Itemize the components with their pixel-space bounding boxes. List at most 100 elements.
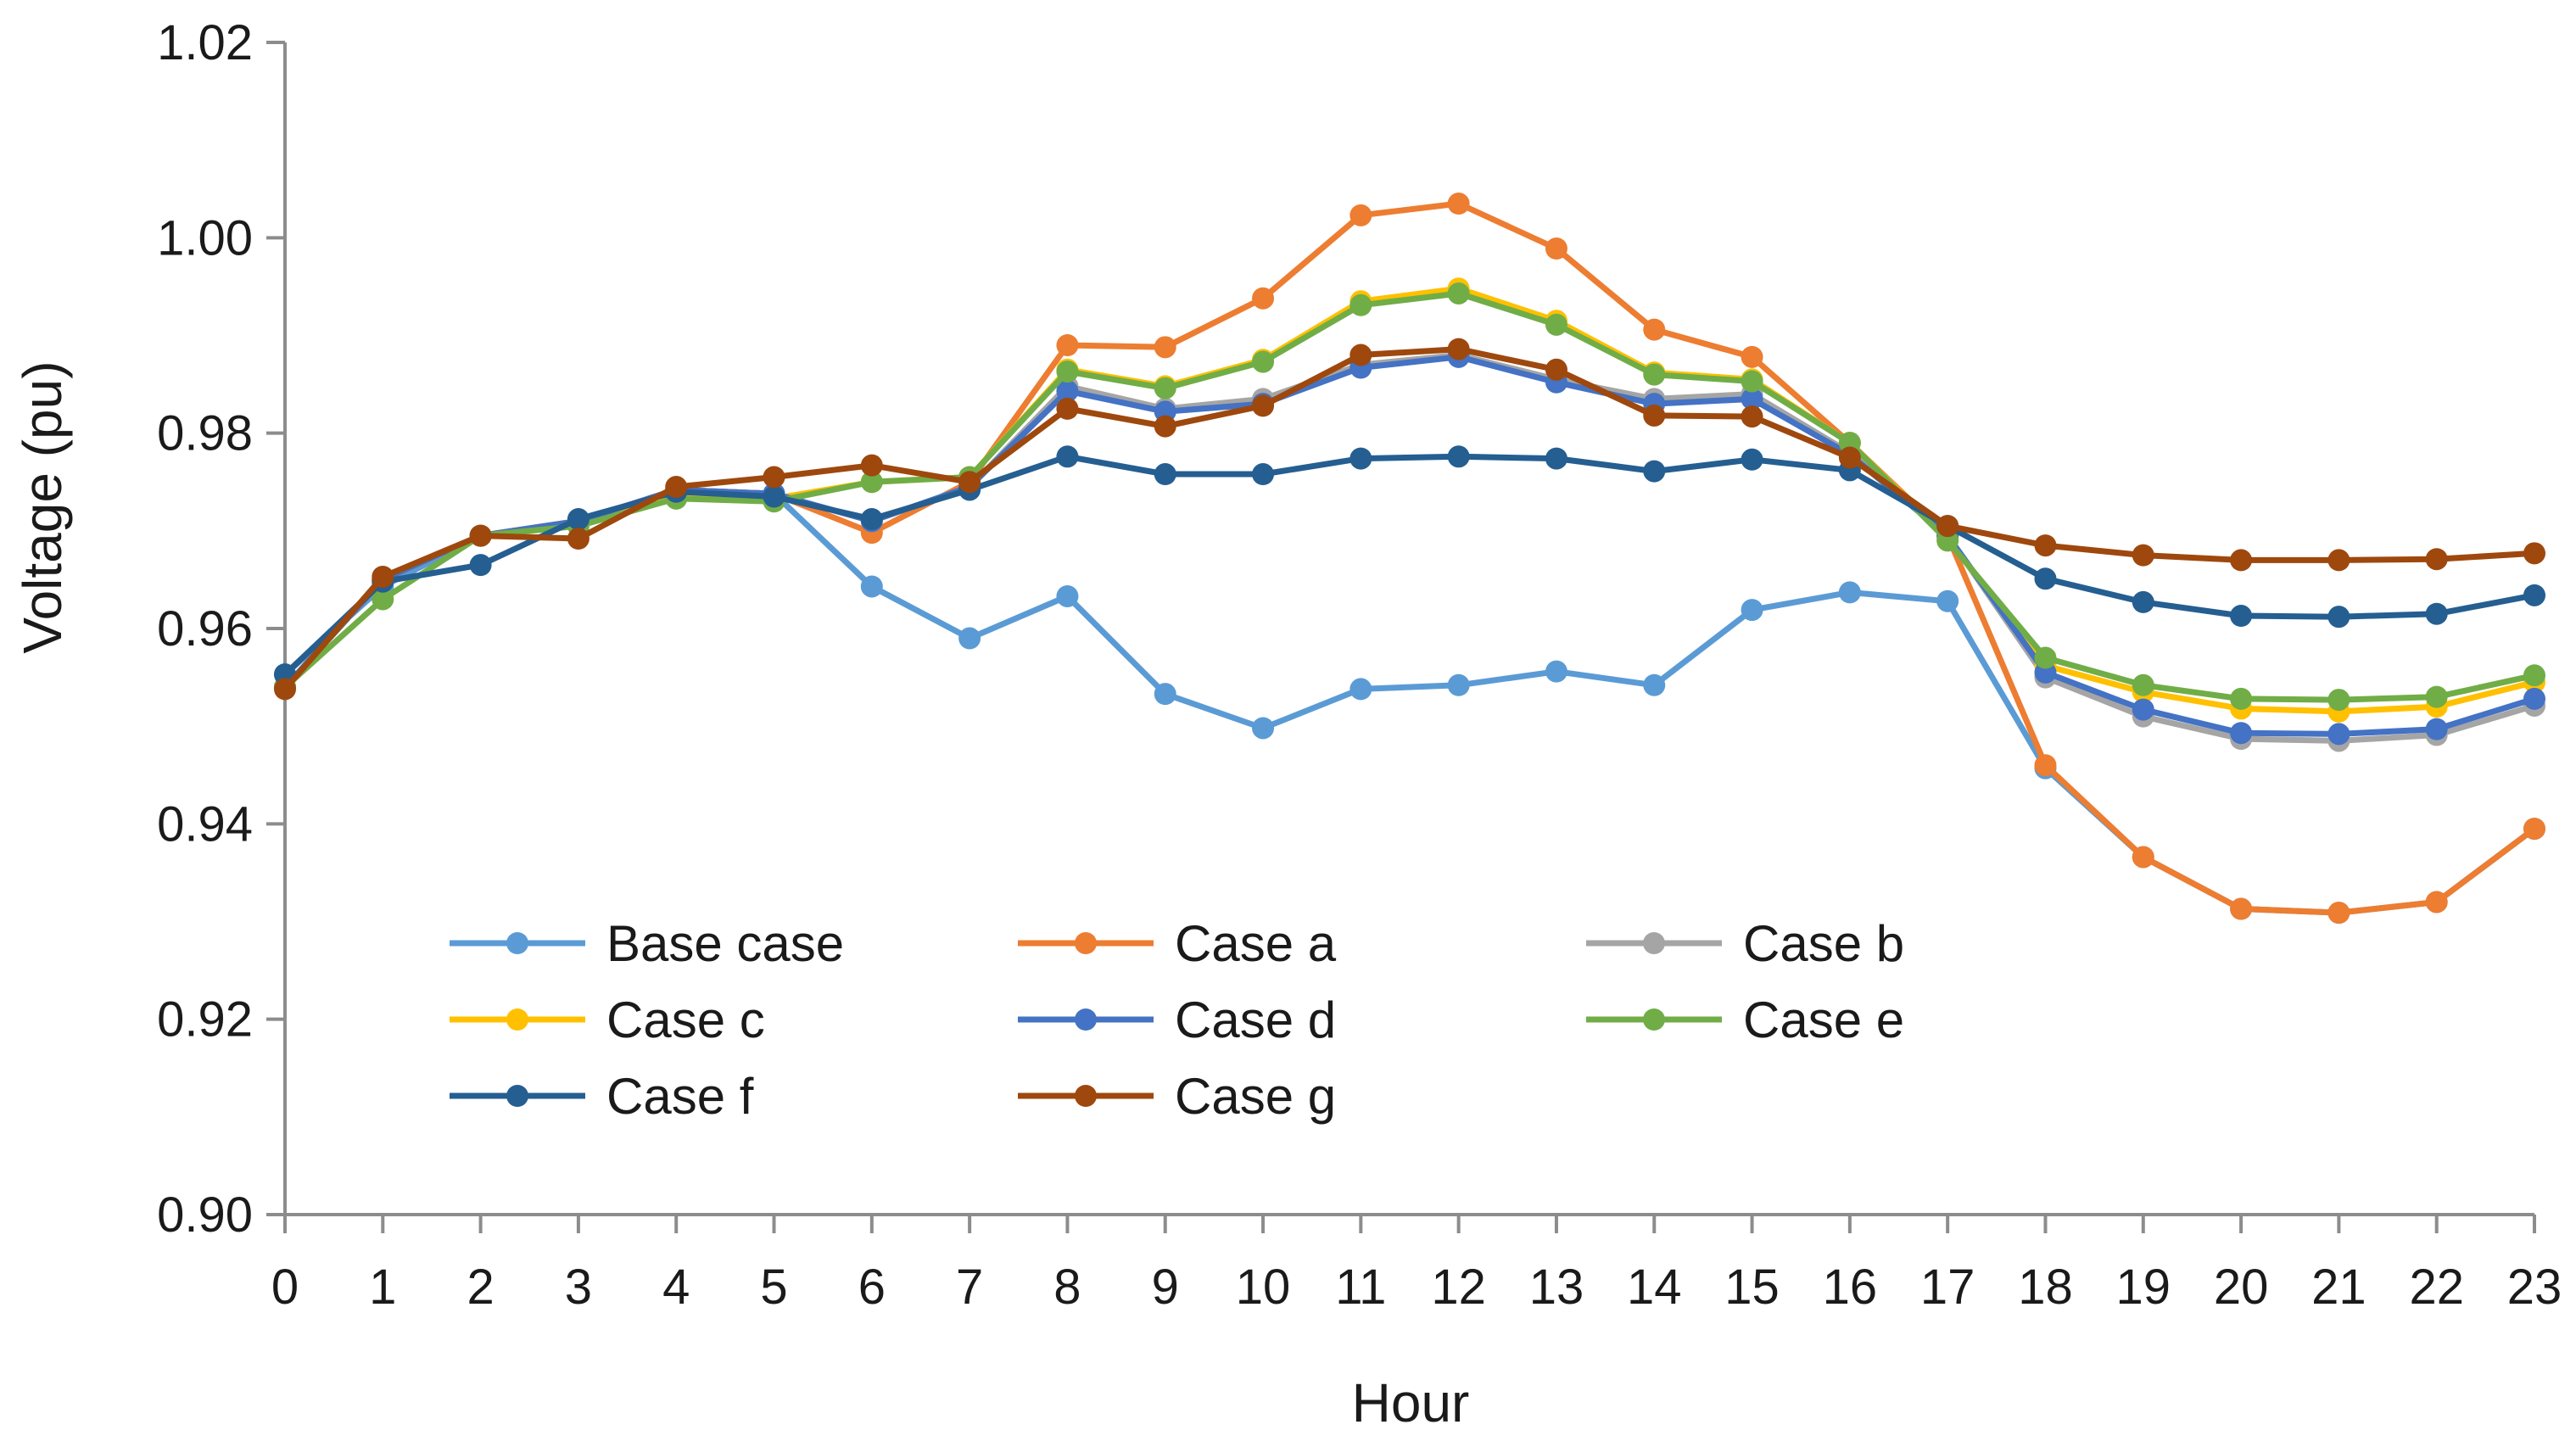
legend-label: Case g (1175, 1068, 1336, 1125)
data-point (958, 471, 981, 494)
y-axis-title: Voltage (pu) (12, 360, 73, 653)
data-point (2230, 897, 2253, 920)
data-point (1741, 370, 1763, 393)
data-point (1349, 344, 1372, 366)
data-point (2230, 549, 2253, 572)
legend-label: Case a (1175, 915, 1337, 972)
data-point (1447, 193, 1470, 215)
legend-item: Case g (1018, 1068, 1336, 1125)
x-tick-label: 14 (1627, 1260, 1682, 1315)
axes: 0.900.920.940.960.981.001.020 1 2 3 4 5 6 7 8 9 10… (157, 15, 2562, 1315)
y-tick-label: 0.94 (157, 796, 253, 852)
x-tick-label: 6 (858, 1260, 886, 1315)
x-tick-label: 1 (369, 1260, 396, 1315)
data-point (1154, 415, 1176, 438)
data-point (1349, 293, 1372, 316)
x-tick-label: 5 (760, 1260, 787, 1315)
data-point (1056, 397, 1079, 420)
data-point (2230, 687, 2253, 710)
series-case-f (274, 445, 2545, 686)
legend-label: Case d (1175, 992, 1336, 1048)
data-point (1643, 673, 1666, 696)
data-point (2327, 549, 2350, 572)
data-point (1936, 515, 1959, 538)
series-line (282, 346, 2535, 691)
data-point (1545, 313, 1567, 336)
data-point (1349, 204, 1372, 226)
data-point (2425, 548, 2448, 571)
data-point (958, 627, 981, 650)
data-point (2523, 664, 2545, 687)
x-tick-label: 3 (565, 1260, 592, 1315)
data-point (2327, 902, 2350, 925)
data-point (1056, 584, 1079, 607)
data-point (567, 508, 590, 531)
data-point (2327, 689, 2350, 712)
data-point (274, 678, 296, 701)
x-tick-label: 10 (1236, 1260, 1291, 1315)
data-point (1056, 445, 1079, 468)
data-point (567, 528, 590, 550)
data-point (2327, 723, 2350, 746)
legend-item: Case b (1586, 915, 1904, 972)
data-point (1447, 445, 1470, 468)
data-point (2230, 605, 2253, 628)
y-tick-label: 0.90 (157, 1187, 253, 1243)
legend-swatch-marker (1075, 1085, 1097, 1107)
x-tick-label: 4 (662, 1260, 690, 1315)
legend-item: Case e (1586, 992, 1904, 1048)
data-point (1447, 673, 1470, 696)
data-point (2230, 722, 2253, 745)
legend-swatch-marker (1075, 1008, 1097, 1031)
series-line (282, 354, 2536, 737)
data-point (1056, 360, 1079, 383)
x-tick-label: 17 (1920, 1260, 1975, 1315)
data-point (1643, 318, 1666, 341)
data-point (1741, 345, 1763, 368)
series-case-e (274, 282, 2545, 712)
data-point (2523, 542, 2545, 565)
data-point (2425, 891, 2448, 913)
data-point (1154, 463, 1176, 486)
legend-item: Case f (450, 1068, 754, 1125)
legend-swatch-marker (1643, 932, 1665, 954)
data-point (1349, 447, 1372, 470)
data-point (1056, 380, 1079, 403)
data-point (763, 485, 785, 508)
data-point (372, 565, 394, 588)
data-point (469, 524, 492, 547)
data-point (1545, 660, 1567, 683)
series-line (282, 453, 2535, 677)
data-point (2327, 606, 2350, 629)
data-point (1252, 287, 1275, 310)
y-tick-label: 0.92 (157, 992, 253, 1048)
data-point (1252, 717, 1275, 740)
x-tick-label: 16 (1823, 1260, 1878, 1315)
y-tick-label: 0.96 (157, 601, 253, 656)
data-point (1252, 394, 1275, 417)
legend-label: Case e (1743, 992, 1904, 1048)
data-point (2034, 754, 2057, 777)
legend-item: Base case (450, 915, 844, 972)
data-point (372, 588, 394, 611)
data-point (1643, 404, 1666, 427)
legend-swatch-marker (506, 932, 528, 954)
data-point (1545, 447, 1567, 470)
data-point (2425, 602, 2448, 625)
x-tick-label: 12 (1431, 1260, 1486, 1315)
data-point (1936, 589, 1959, 612)
series-case-c (274, 277, 2545, 723)
legend-item: Case d (1018, 992, 1336, 1048)
x-tick-label: 21 (2311, 1260, 2366, 1315)
legend-swatch-marker (1075, 932, 1097, 954)
data-point (1741, 448, 1763, 471)
data-point (1643, 460, 1666, 483)
data-point (860, 508, 883, 531)
data-point (2132, 846, 2154, 869)
data-point (1447, 282, 1470, 304)
legend-label: Case f (606, 1068, 754, 1125)
data-point (2523, 818, 2545, 841)
y-tick-label: 0.98 (157, 406, 253, 461)
legend-swatch-marker (506, 1085, 528, 1107)
data-point (469, 554, 492, 577)
